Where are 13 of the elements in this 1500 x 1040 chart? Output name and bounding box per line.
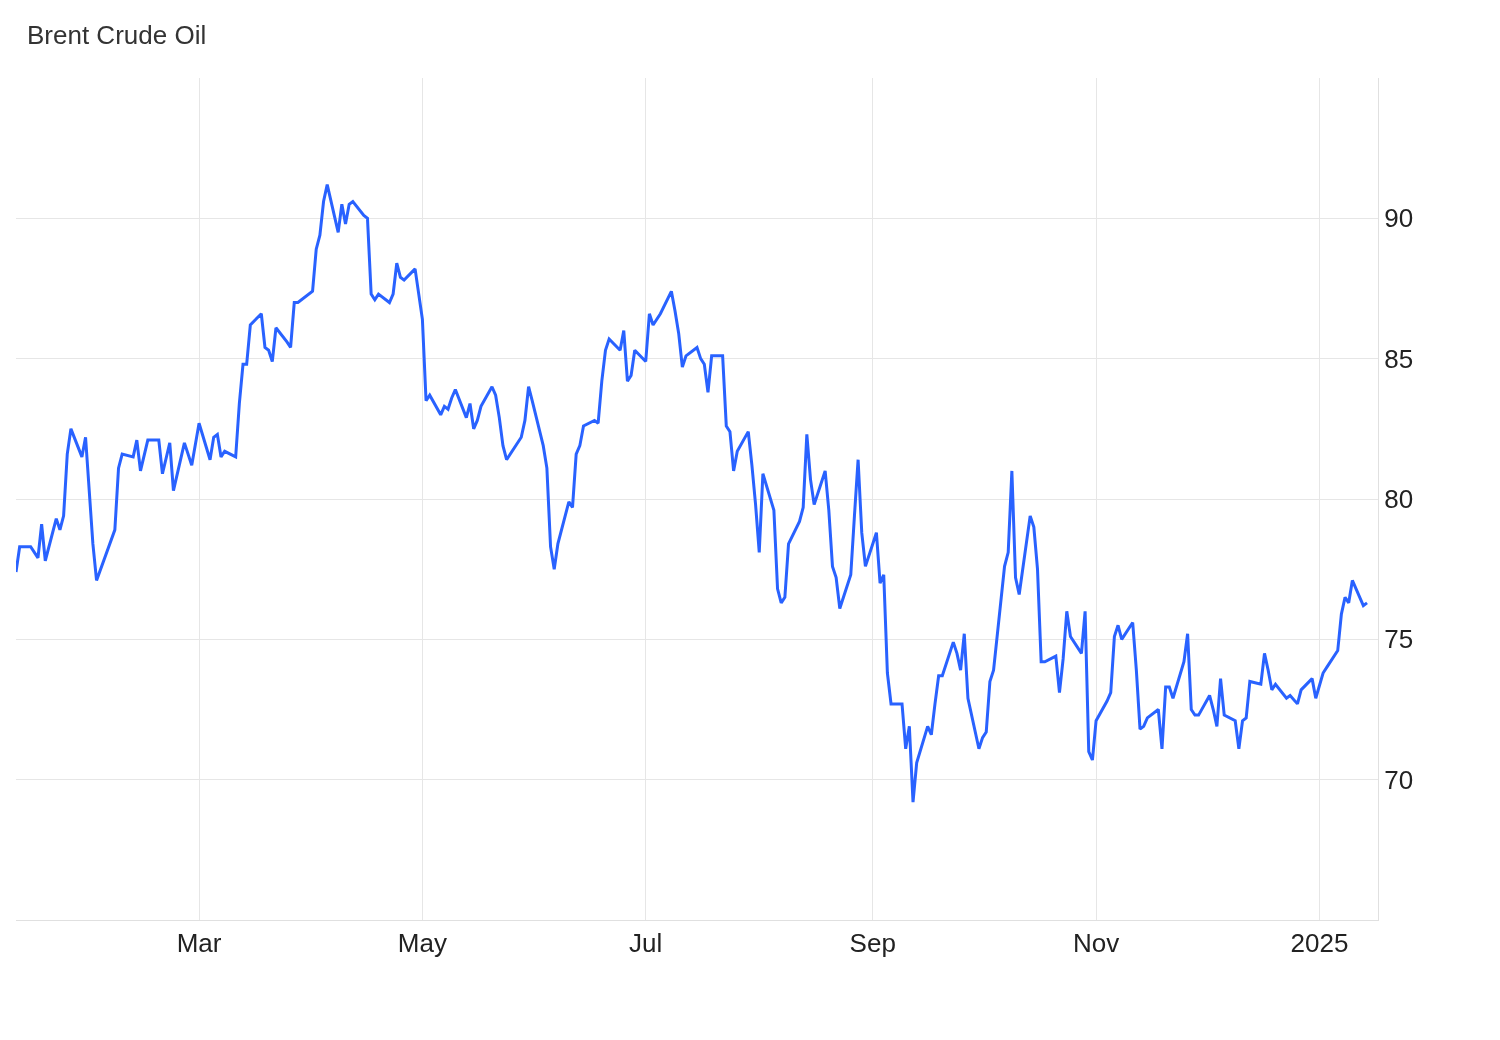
x-tick-label: Mar xyxy=(176,928,222,959)
x-tick-label: Nov xyxy=(1072,928,1120,959)
y-tick-label: 80 xyxy=(1384,484,1414,515)
chart-title: Brent Crude Oil xyxy=(27,20,207,51)
x-tick-label: Sep xyxy=(849,928,896,959)
x-tick-label: 2025 xyxy=(1290,928,1349,959)
y-tick-label: 75 xyxy=(1384,624,1414,655)
y-tick-label: 85 xyxy=(1384,343,1414,374)
y-tick-label: 90 xyxy=(1384,203,1414,234)
y-tick-label: 70 xyxy=(1384,764,1414,795)
line-series xyxy=(16,183,1369,804)
x-tick-label: Jul xyxy=(629,928,663,959)
x-tick-label: May xyxy=(397,928,447,959)
